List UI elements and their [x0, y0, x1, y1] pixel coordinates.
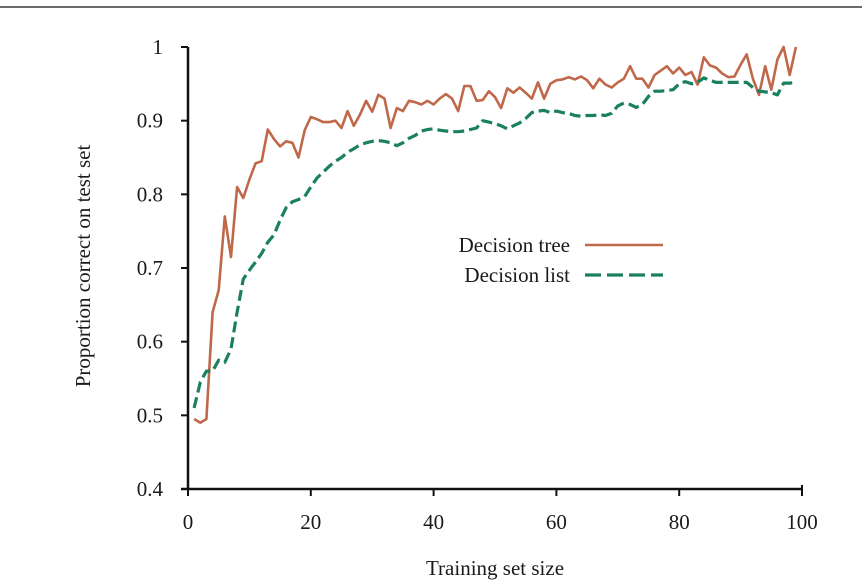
y-tick-label: 0.7	[137, 256, 163, 280]
x-tick-label: 40	[423, 510, 444, 534]
y-tick-label: 0.8	[137, 182, 163, 206]
series-layer	[192, 45, 798, 425]
series-line-decision-list	[192, 76, 797, 409]
axes: 0.4 0.5 0.6 0.7 0.8 0.9 1 0 20 40 60 80 100	[137, 35, 818, 534]
x-tick-label: 20	[300, 510, 321, 534]
top-border-rule	[0, 6, 862, 8]
legend: Decision tree Decision list	[459, 233, 663, 287]
y-tick-label: 0.5	[137, 403, 163, 427]
x-tick-label: 0	[183, 510, 194, 534]
x-tick-label: 100	[786, 510, 818, 534]
legend-label-decision-tree: Decision tree	[459, 233, 570, 257]
legend-label-decision-list: Decision list	[464, 263, 570, 287]
x-tick-label: 60	[546, 510, 567, 534]
y-tick-label: 1	[153, 35, 164, 59]
y-axis-title: Proportion correct on test set	[71, 145, 95, 388]
y-ticks: 0.4 0.5 0.6 0.7 0.8 0.9 1	[137, 35, 188, 501]
series-line-decision-tree	[193, 45, 798, 425]
y-tick-label: 0.9	[137, 109, 163, 133]
x-ticks: 0 20 40 60 80 100	[183, 485, 818, 534]
y-tick-label: 0.6	[137, 330, 163, 354]
y-tick-label: 0.4	[137, 477, 164, 501]
x-tick-label: 80	[669, 510, 690, 534]
x-axis-title: Training set size	[426, 556, 564, 580]
